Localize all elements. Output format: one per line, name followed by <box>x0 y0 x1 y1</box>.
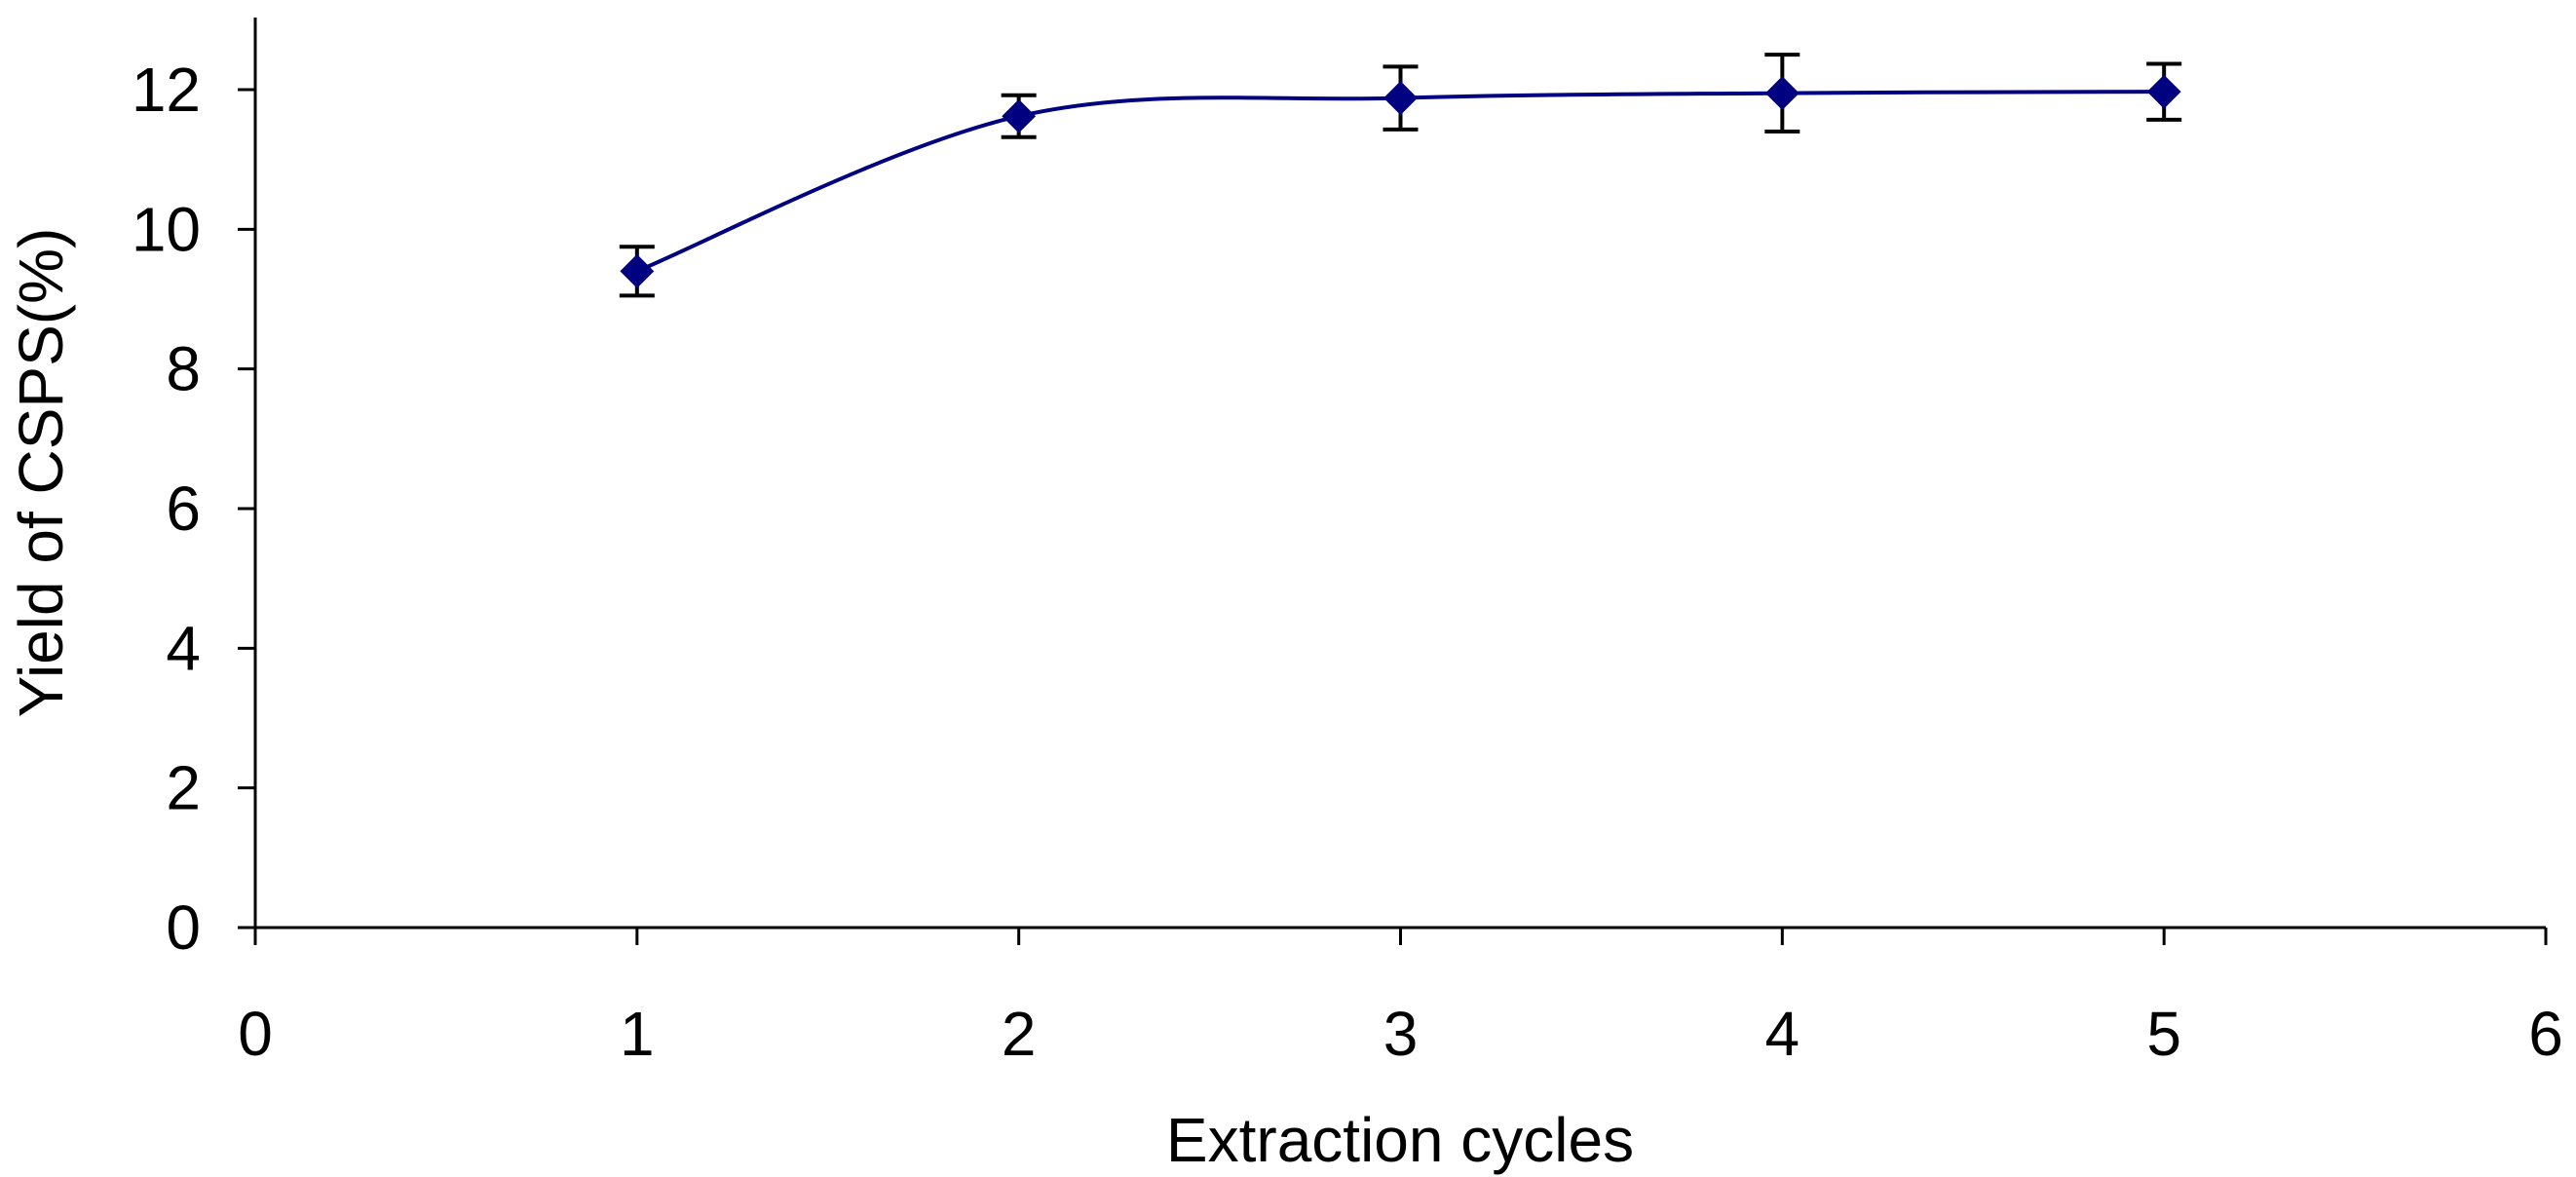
y-tick-label: 8 <box>166 334 201 404</box>
x-tick-label: 6 <box>2528 999 2563 1069</box>
y-tick-label: 0 <box>166 892 201 963</box>
x-tick-label: 3 <box>1383 999 1419 1069</box>
x-tick-label: 0 <box>238 999 273 1069</box>
data-point <box>1764 76 1799 110</box>
axes <box>253 18 2546 930</box>
y-axis-title: Yield of CSPS(%) <box>6 228 76 718</box>
y-tick-label: 12 <box>132 55 201 125</box>
x-tick-label: 4 <box>1765 999 1800 1069</box>
x-tick-label: 5 <box>2146 999 2181 1069</box>
series-layer <box>619 53 2182 298</box>
y-tick-label: 6 <box>166 474 201 544</box>
y-tick-label: 10 <box>132 194 201 264</box>
y-ticks: 0 2 4 6 8 10 12 <box>132 55 255 963</box>
y-tick-label: 2 <box>166 753 201 823</box>
x-tick-label: 1 <box>620 999 655 1069</box>
x-tick-label: 2 <box>1002 999 1037 1069</box>
y-tick-label: 4 <box>166 613 201 683</box>
data-point <box>620 253 655 288</box>
data-point <box>1383 81 1418 116</box>
x-ticks: 0 1 2 3 4 5 6 <box>238 928 2563 1069</box>
data-point <box>1002 98 1037 133</box>
data-point <box>2146 74 2181 109</box>
x-axis-title: Extraction cycles <box>1166 1105 1634 1175</box>
